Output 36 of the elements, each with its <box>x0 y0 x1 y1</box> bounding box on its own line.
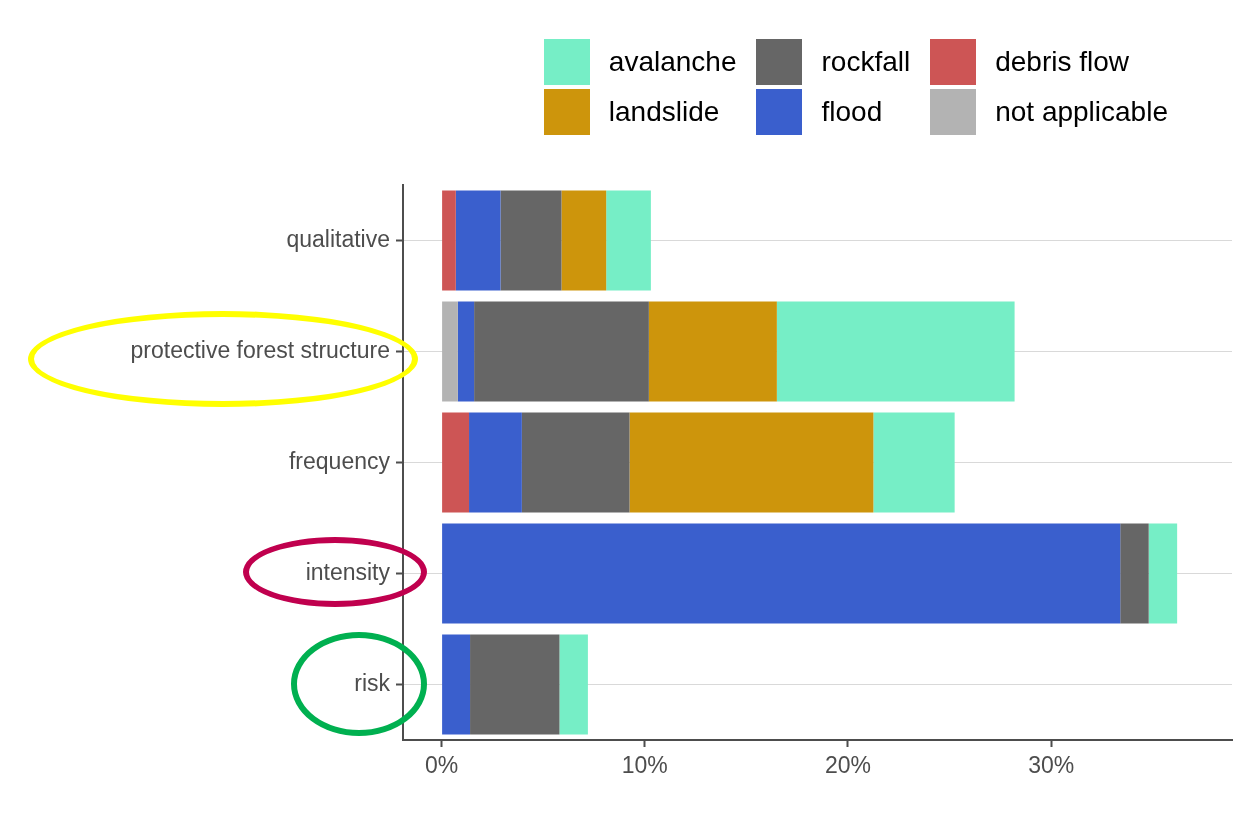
bar <box>1120 523 1149 624</box>
bar <box>457 301 475 402</box>
y-tick-label: risk <box>354 669 391 696</box>
bar <box>521 412 630 513</box>
legend-label: avalanche <box>608 46 737 78</box>
bar <box>776 301 1015 402</box>
bar <box>442 634 471 735</box>
x-tick-label: 0% <box>424 752 459 779</box>
x-tick-label: 10% <box>621 752 668 779</box>
bar <box>500 190 562 291</box>
bar <box>1148 523 1178 624</box>
legend-label: landslide <box>608 96 720 128</box>
y-tick-label: intensity <box>305 558 391 585</box>
bar <box>442 412 470 513</box>
legend-label: debris flow <box>995 46 1130 78</box>
bar <box>648 301 777 402</box>
legend-label: rockfall <box>821 46 911 78</box>
bar <box>561 190 607 291</box>
x-tick-label: 30% <box>1028 752 1075 779</box>
y-tick-label: protective forest structure <box>130 336 390 363</box>
bar <box>455 190 501 291</box>
bar <box>442 523 1121 624</box>
bar <box>606 190 651 291</box>
bar <box>629 412 874 513</box>
y-tick-label: frequency <box>288 447 391 474</box>
bar <box>442 190 456 291</box>
bar <box>474 301 649 402</box>
legend-label: not applicable <box>995 96 1168 128</box>
bar <box>559 634 588 735</box>
x-tick-label: 20% <box>824 752 871 779</box>
bar <box>470 634 560 735</box>
bar <box>469 412 522 513</box>
bar <box>442 301 458 402</box>
legend-label: flood <box>821 96 883 128</box>
y-tick-label: qualitative <box>286 225 390 252</box>
bar <box>873 412 955 513</box>
